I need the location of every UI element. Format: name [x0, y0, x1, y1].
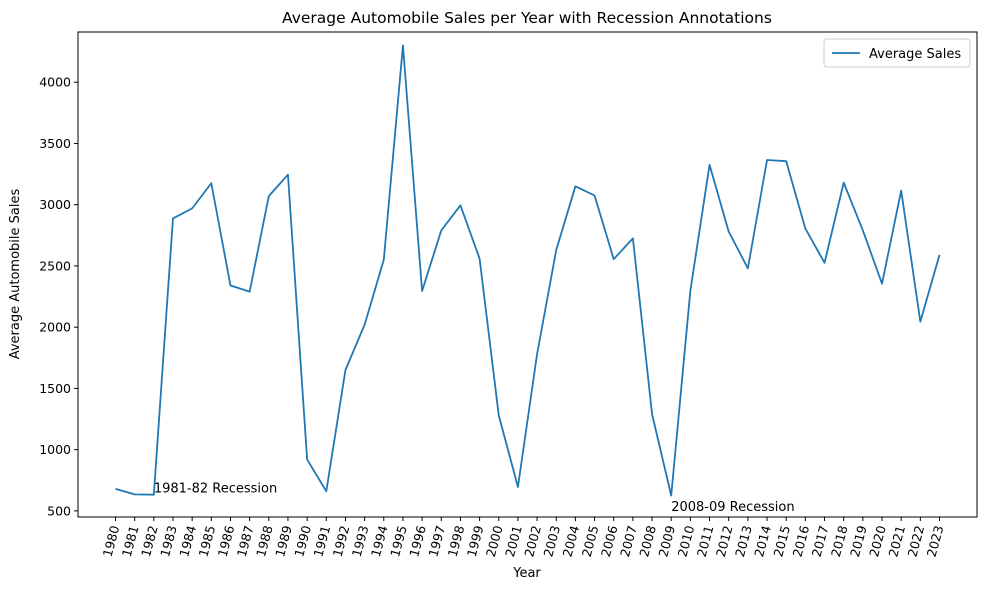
- series-line-0: [115, 44, 941, 497]
- annotations: 1981-82 Recession 2008-09 Recession: [154, 482, 795, 515]
- series-layer: [115, 44, 941, 497]
- y-tick-label: 500: [47, 503, 71, 518]
- y-tick-label: 2500: [39, 258, 71, 273]
- annotation-1: 2008-09 Recession: [671, 500, 794, 515]
- x-axis-title: Year: [512, 566, 541, 581]
- y-axis-title: Average Automobile Sales: [8, 189, 23, 360]
- y-axis: 500 1000 1500 2000 2500 3000 3500 4000: [39, 75, 78, 518]
- legend-label: Average Sales: [869, 47, 961, 62]
- plot-area: 500 1000 1500 2000 2500 3000 3500 4000 19801981…: [39, 31, 978, 559]
- y-tick-label: 1000: [39, 442, 71, 457]
- y-tick-label: 2000: [39, 320, 71, 335]
- chart-title: Average Automobile Sales per Year with R…: [282, 9, 772, 27]
- y-tick-label: 3500: [39, 136, 71, 151]
- plot-frame: [77, 31, 978, 518]
- legend-box: [823, 38, 971, 68]
- y-tick-label: 1500: [39, 381, 71, 396]
- y-tick-label: 3000: [39, 197, 71, 212]
- annotation-0: 1981-82 Recession: [154, 482, 277, 497]
- legend: Average Sales: [823, 38, 971, 68]
- y-tick-label: 4000: [39, 75, 71, 90]
- x-axis: 1980198119821983198419851986198719881989…: [100, 517, 946, 559]
